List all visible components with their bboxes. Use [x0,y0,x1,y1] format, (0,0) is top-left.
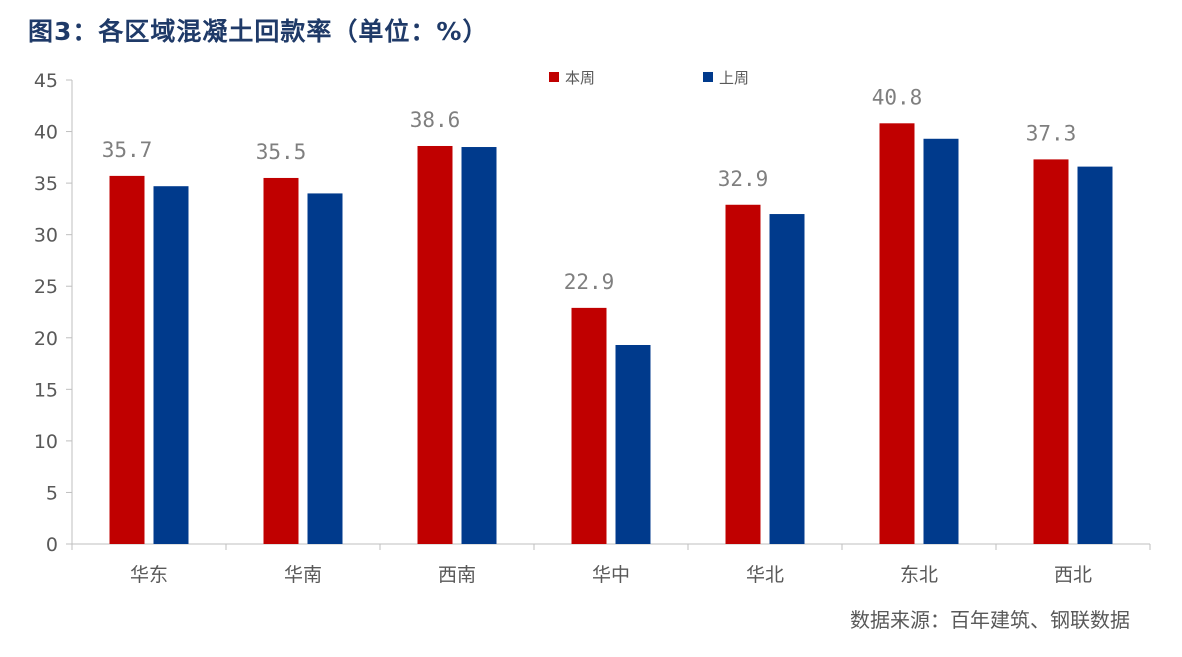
y-tick-label: 25 [34,276,58,298]
data-label: 35.5 [256,140,307,164]
bar-last-week [307,193,343,544]
x-category-label: 华北 [746,564,784,586]
legend-label-last-week: 上周 [719,69,749,87]
bar-current-week [109,175,145,545]
bar-last-week [615,344,651,544]
data-label: 22.9 [564,270,615,294]
y-tick-label: 30 [34,225,58,247]
bar-current-week [1033,159,1069,544]
bar-last-week [461,147,497,544]
data-label: 35.7 [102,138,153,162]
legend-swatch-current-week [549,72,559,82]
x-category-label: 东北 [900,564,938,586]
legend-swatch-last-week [703,72,713,82]
y-tick-label: 10 [34,431,58,453]
bar-last-week [1077,166,1113,544]
x-category-label: 西南 [438,564,476,586]
x-category-label: 华东 [130,564,168,586]
y-tick-label: 45 [34,70,58,92]
x-category-label: 西北 [1054,564,1092,586]
x-category-label: 华中 [592,564,630,586]
bar-current-week [571,307,607,544]
data-label: 32.9 [718,167,769,191]
x-category-label: 华南 [284,564,322,586]
bar-last-week [769,214,805,545]
bar-current-week [417,145,453,545]
data-label: 37.3 [1026,121,1077,145]
y-tick-label: 20 [34,328,58,350]
bar-current-week [263,177,299,544]
bar-last-week [153,186,189,544]
bar-current-week [725,204,761,544]
y-tick-label: 40 [34,122,58,144]
legend-label-current-week: 本周 [565,69,595,87]
bar-current-week [879,123,915,544]
y-tick-label: 0 [46,534,58,556]
y-tick-label: 15 [34,379,58,401]
data-label: 38.6 [410,108,461,132]
data-label: 40.8 [872,85,923,109]
source-note: 数据来源：百年建筑、钢联数据 [850,608,1130,632]
chart-title: 图3：各区域混凝土回款率（单位：%） [28,17,489,46]
y-tick-label: 5 [46,482,58,504]
y-tick-label: 35 [34,173,58,195]
bar-last-week [923,138,959,545]
